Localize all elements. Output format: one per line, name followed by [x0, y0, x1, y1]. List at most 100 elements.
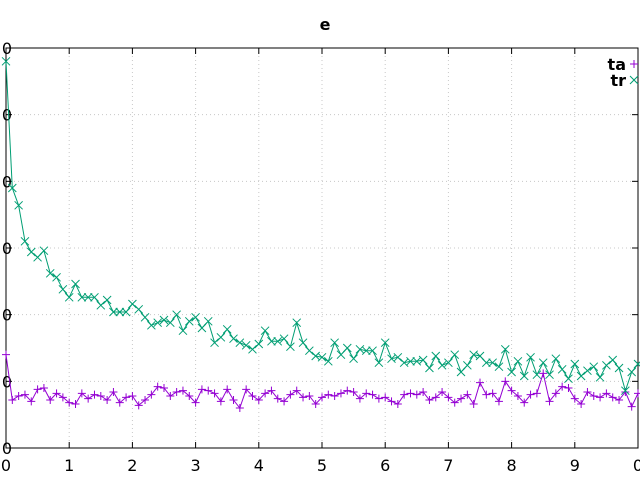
data-point — [52, 272, 61, 282]
data-point — [589, 362, 599, 372]
data-point — [166, 392, 175, 400]
data-point — [419, 388, 428, 396]
y-tick-label: 0 — [2, 239, 12, 258]
data-point — [368, 346, 377, 356]
data-point — [380, 338, 390, 348]
data-point — [557, 364, 567, 374]
data-point — [159, 315, 169, 325]
series-ta — [2, 350, 640, 412]
data-point — [96, 392, 105, 400]
data-point — [210, 338, 219, 348]
data-point — [494, 397, 503, 406]
data-point — [374, 394, 383, 403]
data-point — [425, 396, 434, 404]
data-point — [109, 388, 118, 396]
data-point — [286, 390, 295, 399]
data-point — [184, 316, 194, 326]
data-point — [615, 396, 624, 404]
data-point — [481, 358, 491, 368]
data-point — [267, 336, 276, 346]
data-point — [58, 393, 67, 402]
data-point — [204, 386, 213, 395]
data-point — [128, 299, 137, 309]
data-point — [406, 356, 415, 366]
data-point — [595, 372, 605, 382]
data-point — [444, 393, 453, 402]
data-point — [115, 307, 125, 317]
data-point — [147, 390, 156, 399]
data-point — [482, 390, 491, 399]
data-point — [222, 324, 232, 334]
data-point — [596, 393, 605, 402]
data-point — [324, 390, 333, 399]
data-point — [355, 394, 364, 403]
data-point — [39, 384, 48, 392]
data-point — [216, 332, 226, 342]
data-point — [254, 339, 264, 349]
data-point — [27, 397, 36, 406]
data-point — [1, 56, 11, 66]
data-point — [336, 389, 345, 398]
data-point — [71, 400, 80, 408]
data-point — [494, 362, 504, 372]
data-point — [305, 392, 314, 400]
data-point — [298, 338, 308, 348]
data-point — [589, 392, 598, 400]
data-point — [526, 352, 535, 362]
legend-label: tr — [610, 71, 626, 90]
data-point — [71, 279, 80, 289]
data-point — [191, 398, 200, 407]
data-point — [406, 389, 415, 398]
series-tr — [1, 56, 640, 396]
data-point — [450, 350, 460, 360]
data-point — [349, 354, 358, 364]
data-point — [488, 358, 497, 368]
x-tick-label: 4 — [254, 456, 264, 475]
x-tick-label: 0 — [1, 456, 11, 475]
data-point — [564, 374, 573, 384]
data-point — [141, 396, 150, 404]
data-point — [248, 344, 257, 354]
data-point — [84, 394, 93, 403]
data-point — [229, 334, 238, 344]
data-point — [545, 370, 554, 380]
data-point — [90, 292, 99, 302]
data-point — [476, 378, 484, 387]
data-point — [102, 295, 112, 305]
data-point — [318, 393, 326, 402]
data-point — [267, 386, 276, 395]
data-point — [381, 393, 390, 402]
data-point — [343, 386, 352, 395]
data-point — [26, 247, 36, 257]
data-point — [153, 382, 162, 391]
data-point — [273, 336, 283, 346]
data-point — [627, 402, 636, 411]
data-point — [103, 396, 112, 404]
data-point — [172, 388, 181, 396]
data-point — [46, 396, 55, 404]
data-point — [128, 392, 137, 400]
data-point — [526, 390, 535, 399]
data-point — [172, 310, 181, 320]
chart-title: e — [320, 15, 331, 34]
data-point — [349, 388, 358, 396]
data-point — [20, 390, 29, 399]
data-point — [191, 312, 200, 322]
data-point — [538, 358, 548, 368]
data-point — [134, 304, 144, 314]
data-point — [400, 390, 409, 399]
data-point — [153, 318, 163, 328]
data-point — [362, 389, 371, 398]
data-point — [513, 392, 522, 400]
data-point — [330, 392, 339, 400]
data-point — [33, 385, 42, 394]
data-point — [450, 398, 459, 407]
data-point — [513, 356, 523, 366]
data-point — [165, 318, 175, 328]
data-point — [444, 358, 453, 368]
data-point — [431, 393, 440, 402]
y-tick-label: 0 — [2, 372, 12, 391]
data-point — [412, 390, 421, 399]
data-point — [551, 389, 560, 398]
